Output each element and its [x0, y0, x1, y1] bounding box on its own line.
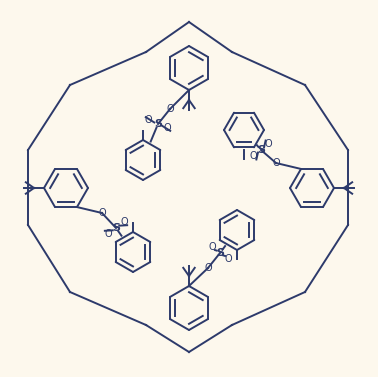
Text: O: O	[166, 104, 174, 114]
Text: O: O	[208, 242, 216, 252]
Text: O: O	[249, 152, 257, 161]
Text: O: O	[163, 123, 171, 133]
Text: O: O	[204, 263, 212, 273]
Text: O: O	[272, 158, 280, 168]
Text: O: O	[104, 229, 112, 239]
Text: S: S	[112, 223, 120, 233]
Text: O: O	[98, 208, 106, 218]
Text: O: O	[120, 217, 128, 227]
Text: S: S	[216, 248, 224, 258]
Text: O: O	[145, 115, 153, 125]
Text: O: O	[224, 254, 232, 264]
Text: S: S	[257, 145, 265, 155]
Text: O: O	[265, 138, 273, 149]
Text: S: S	[154, 119, 162, 129]
